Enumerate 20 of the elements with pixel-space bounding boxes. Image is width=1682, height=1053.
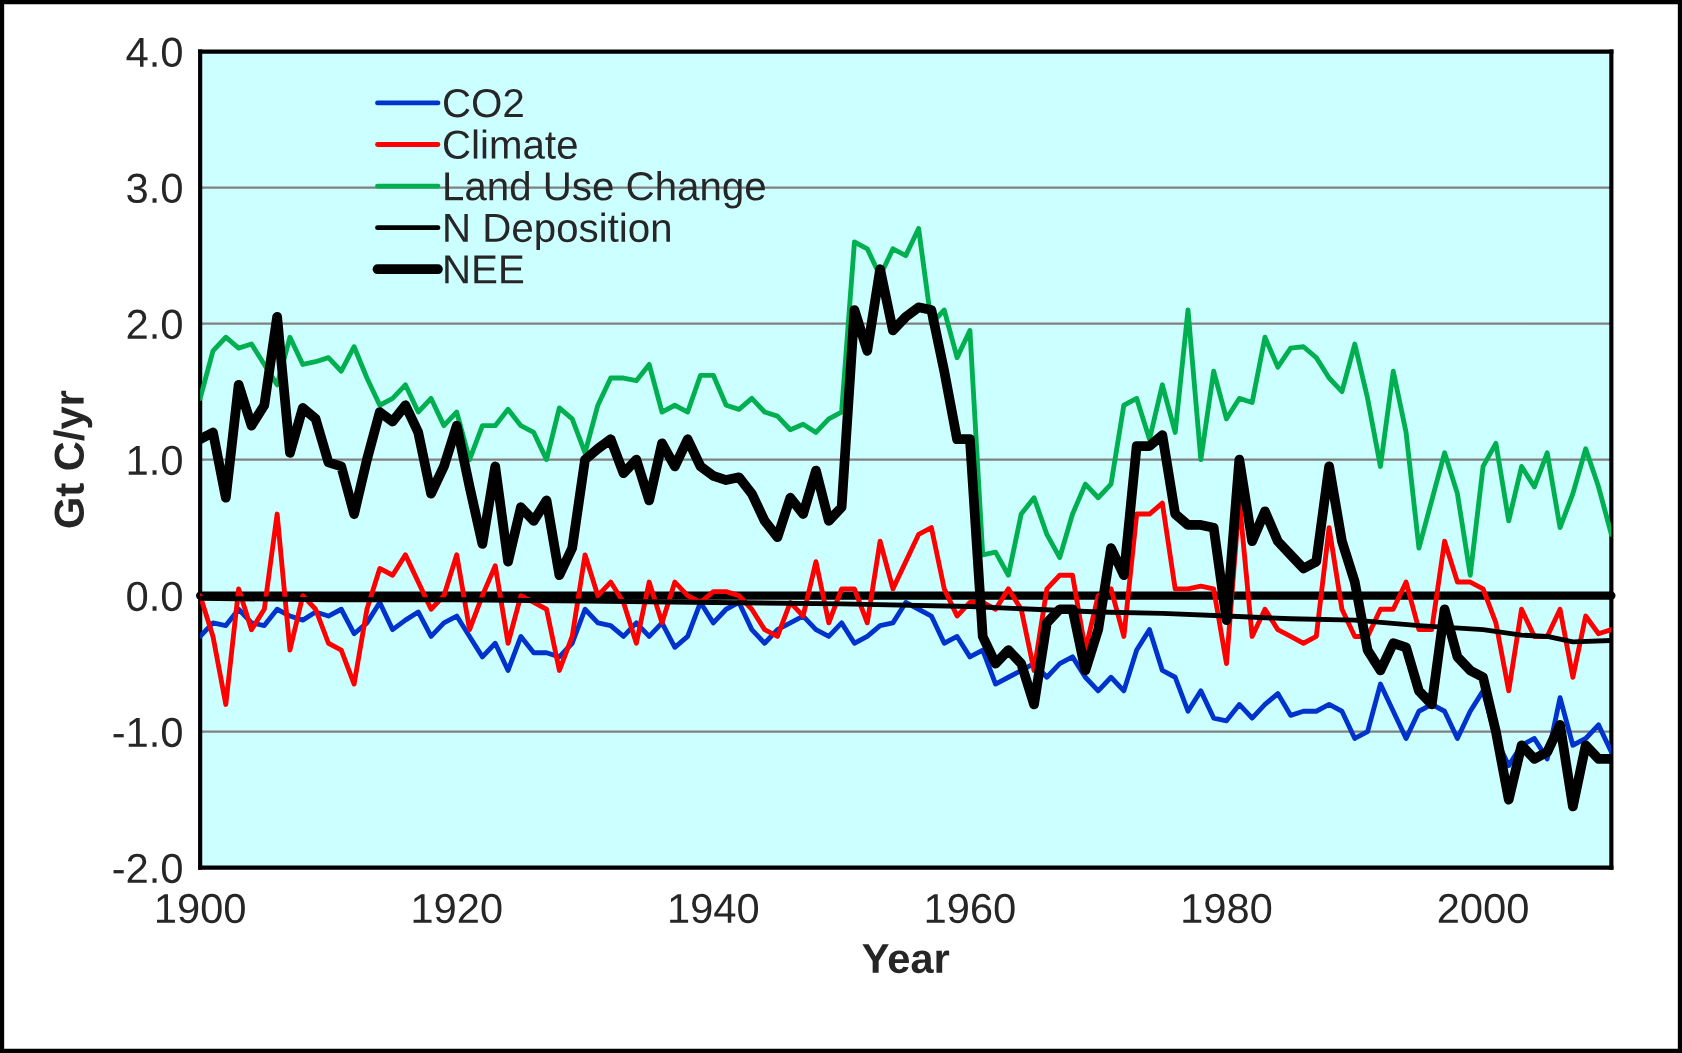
y-tick-label: 1.0 xyxy=(128,445,182,476)
y-tick-label: -1.0 xyxy=(113,717,182,748)
y-tick-label: 3.0 xyxy=(127,173,182,204)
x-tick-label: 1900 xyxy=(156,893,245,924)
x-tick-label: 2000 xyxy=(1438,893,1528,924)
x-tick-label: 1920 xyxy=(413,893,502,924)
y-tick-label: 0.0 xyxy=(127,581,182,612)
x-tick-label: 1960 xyxy=(926,893,1015,924)
y-tick-label: 2.0 xyxy=(127,309,182,340)
y-axis-title: Gt C/yr xyxy=(53,390,93,528)
y-tick-label: 4.0 xyxy=(126,37,182,68)
x-axis-title: Year xyxy=(862,944,950,974)
legend-label: CO2 xyxy=(444,88,523,118)
legend-label: NEE xyxy=(445,255,524,284)
x-tick-label: 1940 xyxy=(670,893,759,924)
line-series xyxy=(200,498,1612,707)
legend-label: Climate xyxy=(444,129,577,160)
y-tick-label: -2.0 xyxy=(113,853,182,884)
x-tick-label: 1980 xyxy=(1183,893,1272,924)
legend-label: N Deposition xyxy=(445,212,670,251)
